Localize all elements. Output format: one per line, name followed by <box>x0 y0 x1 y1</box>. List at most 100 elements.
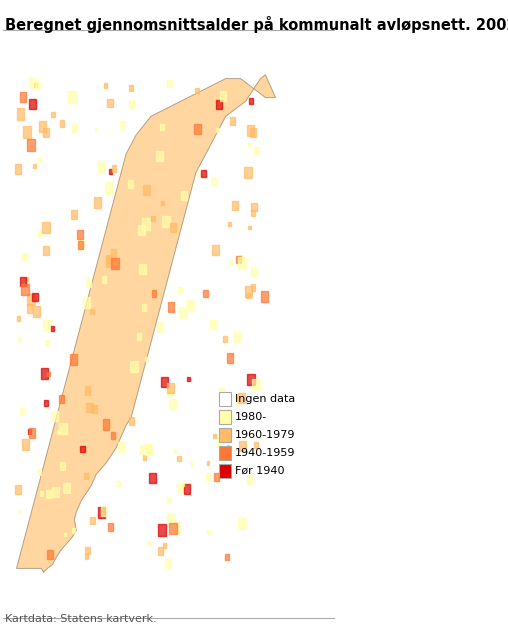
Bar <box>102 276 106 283</box>
Bar <box>22 253 27 261</box>
Bar <box>214 473 219 481</box>
Bar <box>106 255 111 263</box>
Bar <box>28 429 31 434</box>
Bar <box>70 354 77 364</box>
Bar <box>129 100 134 109</box>
Bar <box>222 462 225 467</box>
Bar <box>219 410 231 424</box>
Bar <box>248 98 253 104</box>
Bar <box>23 126 31 138</box>
Bar <box>191 462 193 466</box>
Bar <box>169 523 177 534</box>
Bar <box>95 128 97 132</box>
Bar <box>227 354 234 363</box>
Bar <box>29 78 36 89</box>
Bar <box>38 231 42 237</box>
Bar <box>145 445 152 455</box>
Bar <box>18 337 21 341</box>
Bar <box>98 508 105 518</box>
Text: 1980-: 1980- <box>235 412 267 422</box>
Bar <box>158 547 163 555</box>
Bar <box>210 321 215 328</box>
Bar <box>130 361 138 372</box>
Bar <box>207 460 209 464</box>
Bar <box>112 165 116 172</box>
Bar <box>108 523 113 532</box>
Bar <box>47 371 50 376</box>
Bar <box>52 487 59 497</box>
Bar <box>19 510 21 513</box>
Bar <box>261 291 268 302</box>
Bar <box>173 448 176 453</box>
Text: 1940-1959: 1940-1959 <box>235 448 296 458</box>
Bar <box>217 438 223 446</box>
Bar <box>83 298 90 308</box>
Bar <box>43 246 49 254</box>
Bar <box>111 249 116 258</box>
Bar <box>17 108 24 120</box>
Bar <box>238 257 246 268</box>
Bar <box>90 308 94 314</box>
Bar <box>34 83 37 88</box>
Bar <box>158 524 166 536</box>
Bar <box>247 125 254 136</box>
Bar <box>86 280 91 287</box>
Bar <box>219 464 231 478</box>
Bar <box>247 474 253 485</box>
Bar <box>43 128 49 137</box>
Bar <box>78 241 83 249</box>
Bar <box>51 326 54 331</box>
Bar <box>64 483 70 494</box>
Bar <box>98 161 105 172</box>
Bar <box>91 404 97 413</box>
Bar <box>219 392 231 406</box>
Bar <box>252 379 260 390</box>
Bar <box>51 112 55 117</box>
Bar <box>232 201 238 211</box>
Bar <box>251 284 256 291</box>
Bar <box>117 481 120 486</box>
Bar <box>142 304 146 311</box>
Bar <box>20 92 26 102</box>
Bar <box>163 543 166 548</box>
Bar <box>230 118 235 125</box>
Bar <box>41 491 43 495</box>
Bar <box>170 399 176 410</box>
Bar <box>45 340 49 346</box>
Bar <box>37 469 41 475</box>
Bar <box>149 473 156 483</box>
Text: 1960-1979: 1960-1979 <box>235 430 296 440</box>
Bar <box>140 445 146 454</box>
Bar <box>247 142 250 146</box>
Bar <box>181 482 184 486</box>
Bar <box>177 456 180 461</box>
Bar <box>29 99 36 109</box>
Bar <box>168 389 173 398</box>
Bar <box>120 121 124 128</box>
Bar <box>59 396 65 403</box>
Bar <box>254 442 258 448</box>
Bar <box>198 172 201 177</box>
Bar <box>246 293 250 298</box>
Bar <box>226 409 231 417</box>
Bar <box>239 255 243 261</box>
Bar <box>230 261 233 265</box>
Bar <box>94 198 101 208</box>
Bar <box>203 290 208 297</box>
Bar <box>34 164 36 168</box>
Bar <box>178 484 183 493</box>
Bar <box>84 473 88 480</box>
Bar <box>128 180 133 188</box>
Bar <box>178 307 186 317</box>
Bar <box>157 322 163 332</box>
Bar <box>15 485 21 494</box>
Bar <box>69 91 76 102</box>
Bar <box>107 99 113 107</box>
Bar <box>129 417 134 424</box>
Bar <box>219 428 231 442</box>
Bar <box>207 530 210 534</box>
Bar <box>28 428 35 438</box>
Bar <box>187 300 192 306</box>
Bar <box>237 401 239 404</box>
Bar <box>251 203 257 211</box>
